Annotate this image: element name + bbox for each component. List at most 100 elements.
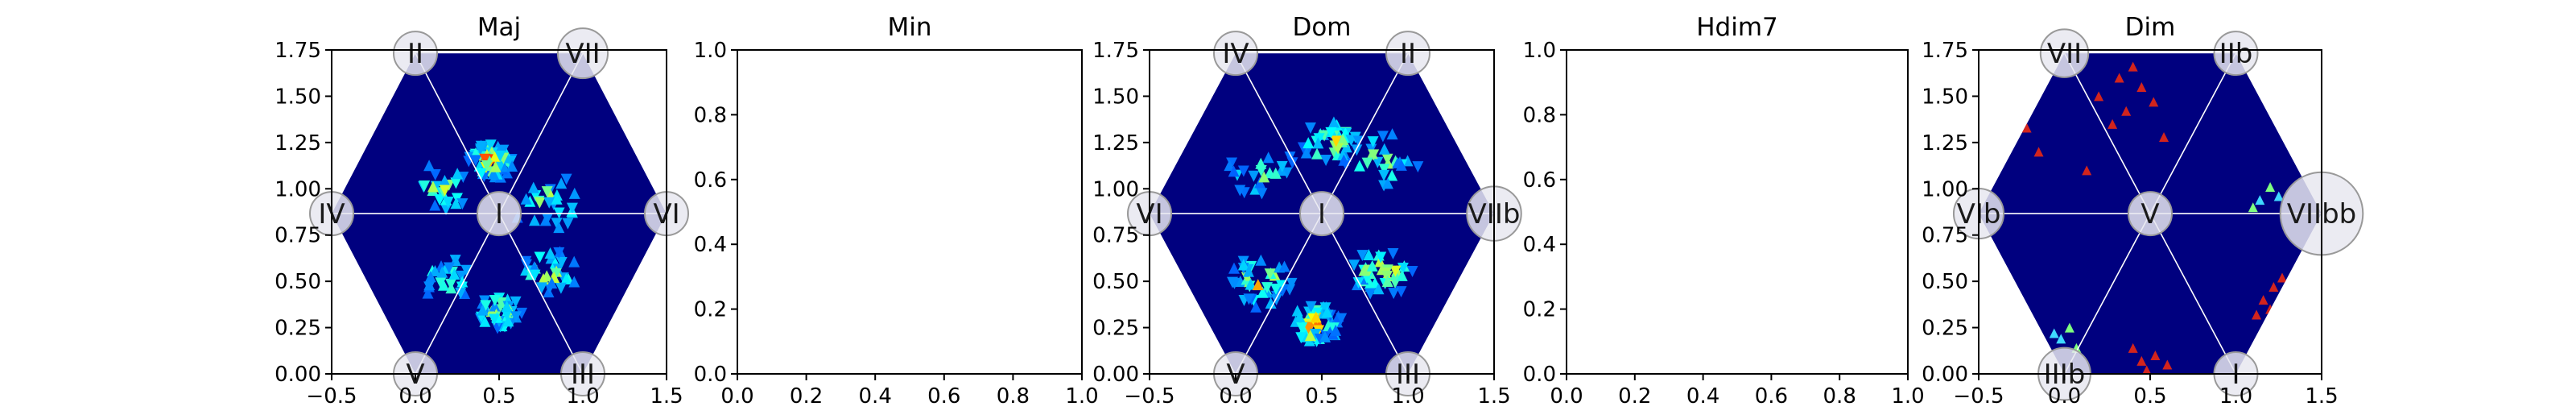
heat-cell xyxy=(1351,144,1363,156)
sparse-mark xyxy=(2248,202,2258,213)
heat-cell xyxy=(551,218,563,230)
y-tick-label: 0.00 xyxy=(275,363,321,387)
lattice-line xyxy=(2063,213,2151,374)
y-tick-label: 1.75 xyxy=(275,39,321,63)
y-tick-label: 0.75 xyxy=(275,224,321,248)
heat-cell xyxy=(1348,259,1360,272)
heat-cell xyxy=(475,140,487,152)
y-tick-label: 0.25 xyxy=(1092,317,1139,341)
y-tick-label: 1.0 xyxy=(694,39,727,63)
heat-cell xyxy=(427,180,439,193)
sparse-mark xyxy=(2268,282,2279,292)
lattice-line xyxy=(1235,53,1323,214)
heat-cell xyxy=(460,264,473,276)
heat-cell xyxy=(436,266,448,278)
heat-cell xyxy=(1378,169,1390,181)
heat-cell xyxy=(555,177,568,189)
lattice-line xyxy=(2149,213,2237,374)
sparse-mark xyxy=(2064,322,2074,333)
node-circle xyxy=(2213,31,2259,77)
heat-cell xyxy=(528,261,540,273)
heat-cell xyxy=(1356,250,1368,262)
x-tick-label: 1.0 xyxy=(566,384,599,409)
y-tick-label: 1.50 xyxy=(1922,85,1968,109)
heat-cell xyxy=(1366,259,1378,272)
y-tick-label: 0.25 xyxy=(275,317,321,341)
sparse-mark xyxy=(2141,365,2152,374)
y-tick-label: 0.00 xyxy=(1922,363,1968,387)
heat-cell xyxy=(1367,136,1379,148)
panel-dim: VVIIIIbVIbVIIbbIIIbI−0.50.00.51.01.50.00… xyxy=(1922,13,2364,409)
heat-cell xyxy=(495,297,507,309)
heat-cell xyxy=(562,218,574,230)
y-tick-label: 1.00 xyxy=(1092,177,1139,201)
y-tick-label: 0.75 xyxy=(1922,224,1968,248)
node-label: II xyxy=(1400,38,1416,70)
heat-cell xyxy=(487,168,499,180)
heat-cell xyxy=(537,273,549,285)
heat-cell xyxy=(1364,277,1376,289)
heat-cell xyxy=(1286,277,1298,289)
x-tick-label: 1.0 xyxy=(2219,384,2252,409)
heat-cell xyxy=(463,156,475,168)
x-tick-label: 0.8 xyxy=(997,384,1030,409)
heat-cell xyxy=(1338,154,1350,166)
heat-cell xyxy=(445,278,457,290)
node-label: VII xyxy=(565,38,600,70)
heat-cell xyxy=(489,160,502,172)
y-tick-label: 1.0 xyxy=(1523,39,1556,63)
sparse-mark xyxy=(2273,191,2284,201)
node-vii: VII xyxy=(556,27,609,80)
heat-cell xyxy=(1396,269,1408,281)
sparse-mark xyxy=(2150,351,2161,361)
panel-title: Dim xyxy=(2125,13,2176,42)
sparse-mark xyxy=(2114,73,2124,83)
heat-cell xyxy=(1353,160,1365,172)
heat-cell xyxy=(560,173,572,185)
y-tick-label: 1.50 xyxy=(1092,85,1139,109)
heat-cell xyxy=(1305,301,1317,313)
heat-cell xyxy=(1327,116,1340,128)
heat-cell xyxy=(438,279,450,291)
heat-cell xyxy=(1412,161,1424,173)
node-circle xyxy=(393,31,438,77)
sparse-mark xyxy=(2128,61,2138,72)
sparse-mark xyxy=(2033,147,2044,157)
sparse-mark xyxy=(2121,106,2132,116)
heat-cell xyxy=(1378,164,1390,176)
node-vii: VII xyxy=(2039,28,2090,78)
heat-cell xyxy=(1325,127,1337,139)
heat-cell xyxy=(1300,147,1312,159)
heat-cell xyxy=(489,300,501,312)
heat-cell xyxy=(1234,185,1246,197)
node-label: VII xyxy=(2047,38,2082,70)
x-tick-label: 1.0 xyxy=(1891,384,1924,409)
hotspot-4 xyxy=(1348,248,1418,300)
heat-cell xyxy=(492,322,504,334)
heat-cell xyxy=(456,270,468,282)
heat-cell xyxy=(450,197,462,210)
y-tick-label: 1.25 xyxy=(1092,131,1139,156)
heat-cell xyxy=(1252,279,1264,291)
heat-cell xyxy=(534,251,546,263)
heat-cell xyxy=(1381,177,1393,189)
heat-cell xyxy=(442,197,454,209)
heat-cell xyxy=(450,177,462,189)
heat-cell xyxy=(469,155,481,167)
heat-cell xyxy=(1245,278,1257,290)
sparse-mark xyxy=(2258,295,2268,305)
heat-cell xyxy=(553,222,565,234)
heat-cell xyxy=(1321,306,1333,318)
panel-title: Min xyxy=(887,13,931,42)
heat-cell xyxy=(422,287,434,299)
heat-cell xyxy=(520,193,532,205)
heat-cell xyxy=(1250,301,1262,313)
hotspot-5 xyxy=(475,292,528,334)
heat-cell xyxy=(1373,283,1385,295)
heat-cell xyxy=(1295,332,1307,344)
heat-cell xyxy=(1397,262,1409,274)
sparse-mark xyxy=(2049,328,2059,338)
y-tick-label: 1.50 xyxy=(275,85,321,109)
heat-cell xyxy=(479,153,491,165)
y-tick-label: 0.25 xyxy=(1922,317,1968,341)
